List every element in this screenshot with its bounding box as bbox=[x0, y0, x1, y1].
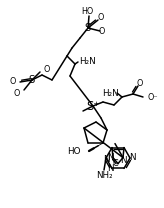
Text: O: O bbox=[43, 64, 49, 73]
Text: S: S bbox=[85, 23, 91, 33]
Text: O: O bbox=[98, 14, 104, 22]
Text: H₂N: H₂N bbox=[102, 89, 119, 99]
Text: N: N bbox=[120, 156, 126, 165]
Text: N: N bbox=[107, 164, 113, 173]
Text: HO: HO bbox=[68, 147, 81, 156]
Text: NH₂: NH₂ bbox=[96, 171, 112, 180]
Text: S⁺: S⁺ bbox=[86, 99, 100, 113]
Text: O: O bbox=[14, 88, 20, 98]
Text: O: O bbox=[137, 78, 143, 88]
Text: O: O bbox=[10, 78, 16, 87]
Text: O⁻: O⁻ bbox=[148, 93, 159, 102]
Text: N: N bbox=[103, 156, 109, 165]
Text: O: O bbox=[99, 26, 105, 36]
Text: C: C bbox=[112, 159, 118, 168]
Text: N: N bbox=[129, 154, 135, 162]
Text: N: N bbox=[107, 153, 113, 162]
Text: S: S bbox=[29, 75, 35, 85]
Text: H₂N: H₂N bbox=[79, 57, 96, 67]
Text: HO: HO bbox=[81, 6, 93, 16]
